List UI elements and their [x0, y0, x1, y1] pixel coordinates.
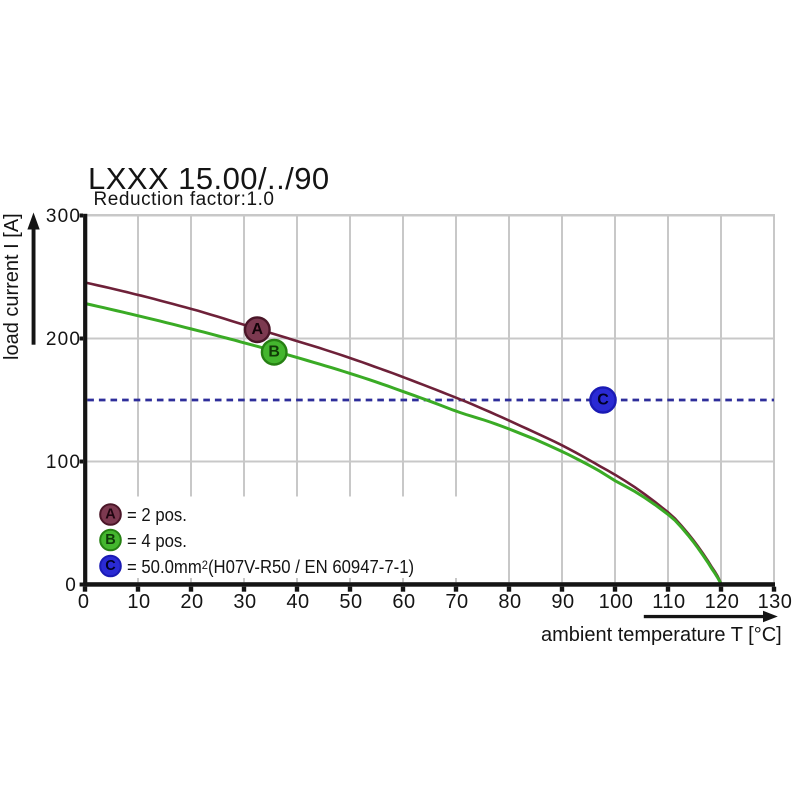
svg-text:A: A: [105, 507, 116, 523]
svg-text:C: C: [105, 558, 116, 574]
svg-text:A: A: [252, 321, 264, 338]
svg-text:C: C: [597, 392, 609, 409]
svg-text:B: B: [268, 344, 280, 361]
svg-text:B: B: [105, 532, 115, 548]
